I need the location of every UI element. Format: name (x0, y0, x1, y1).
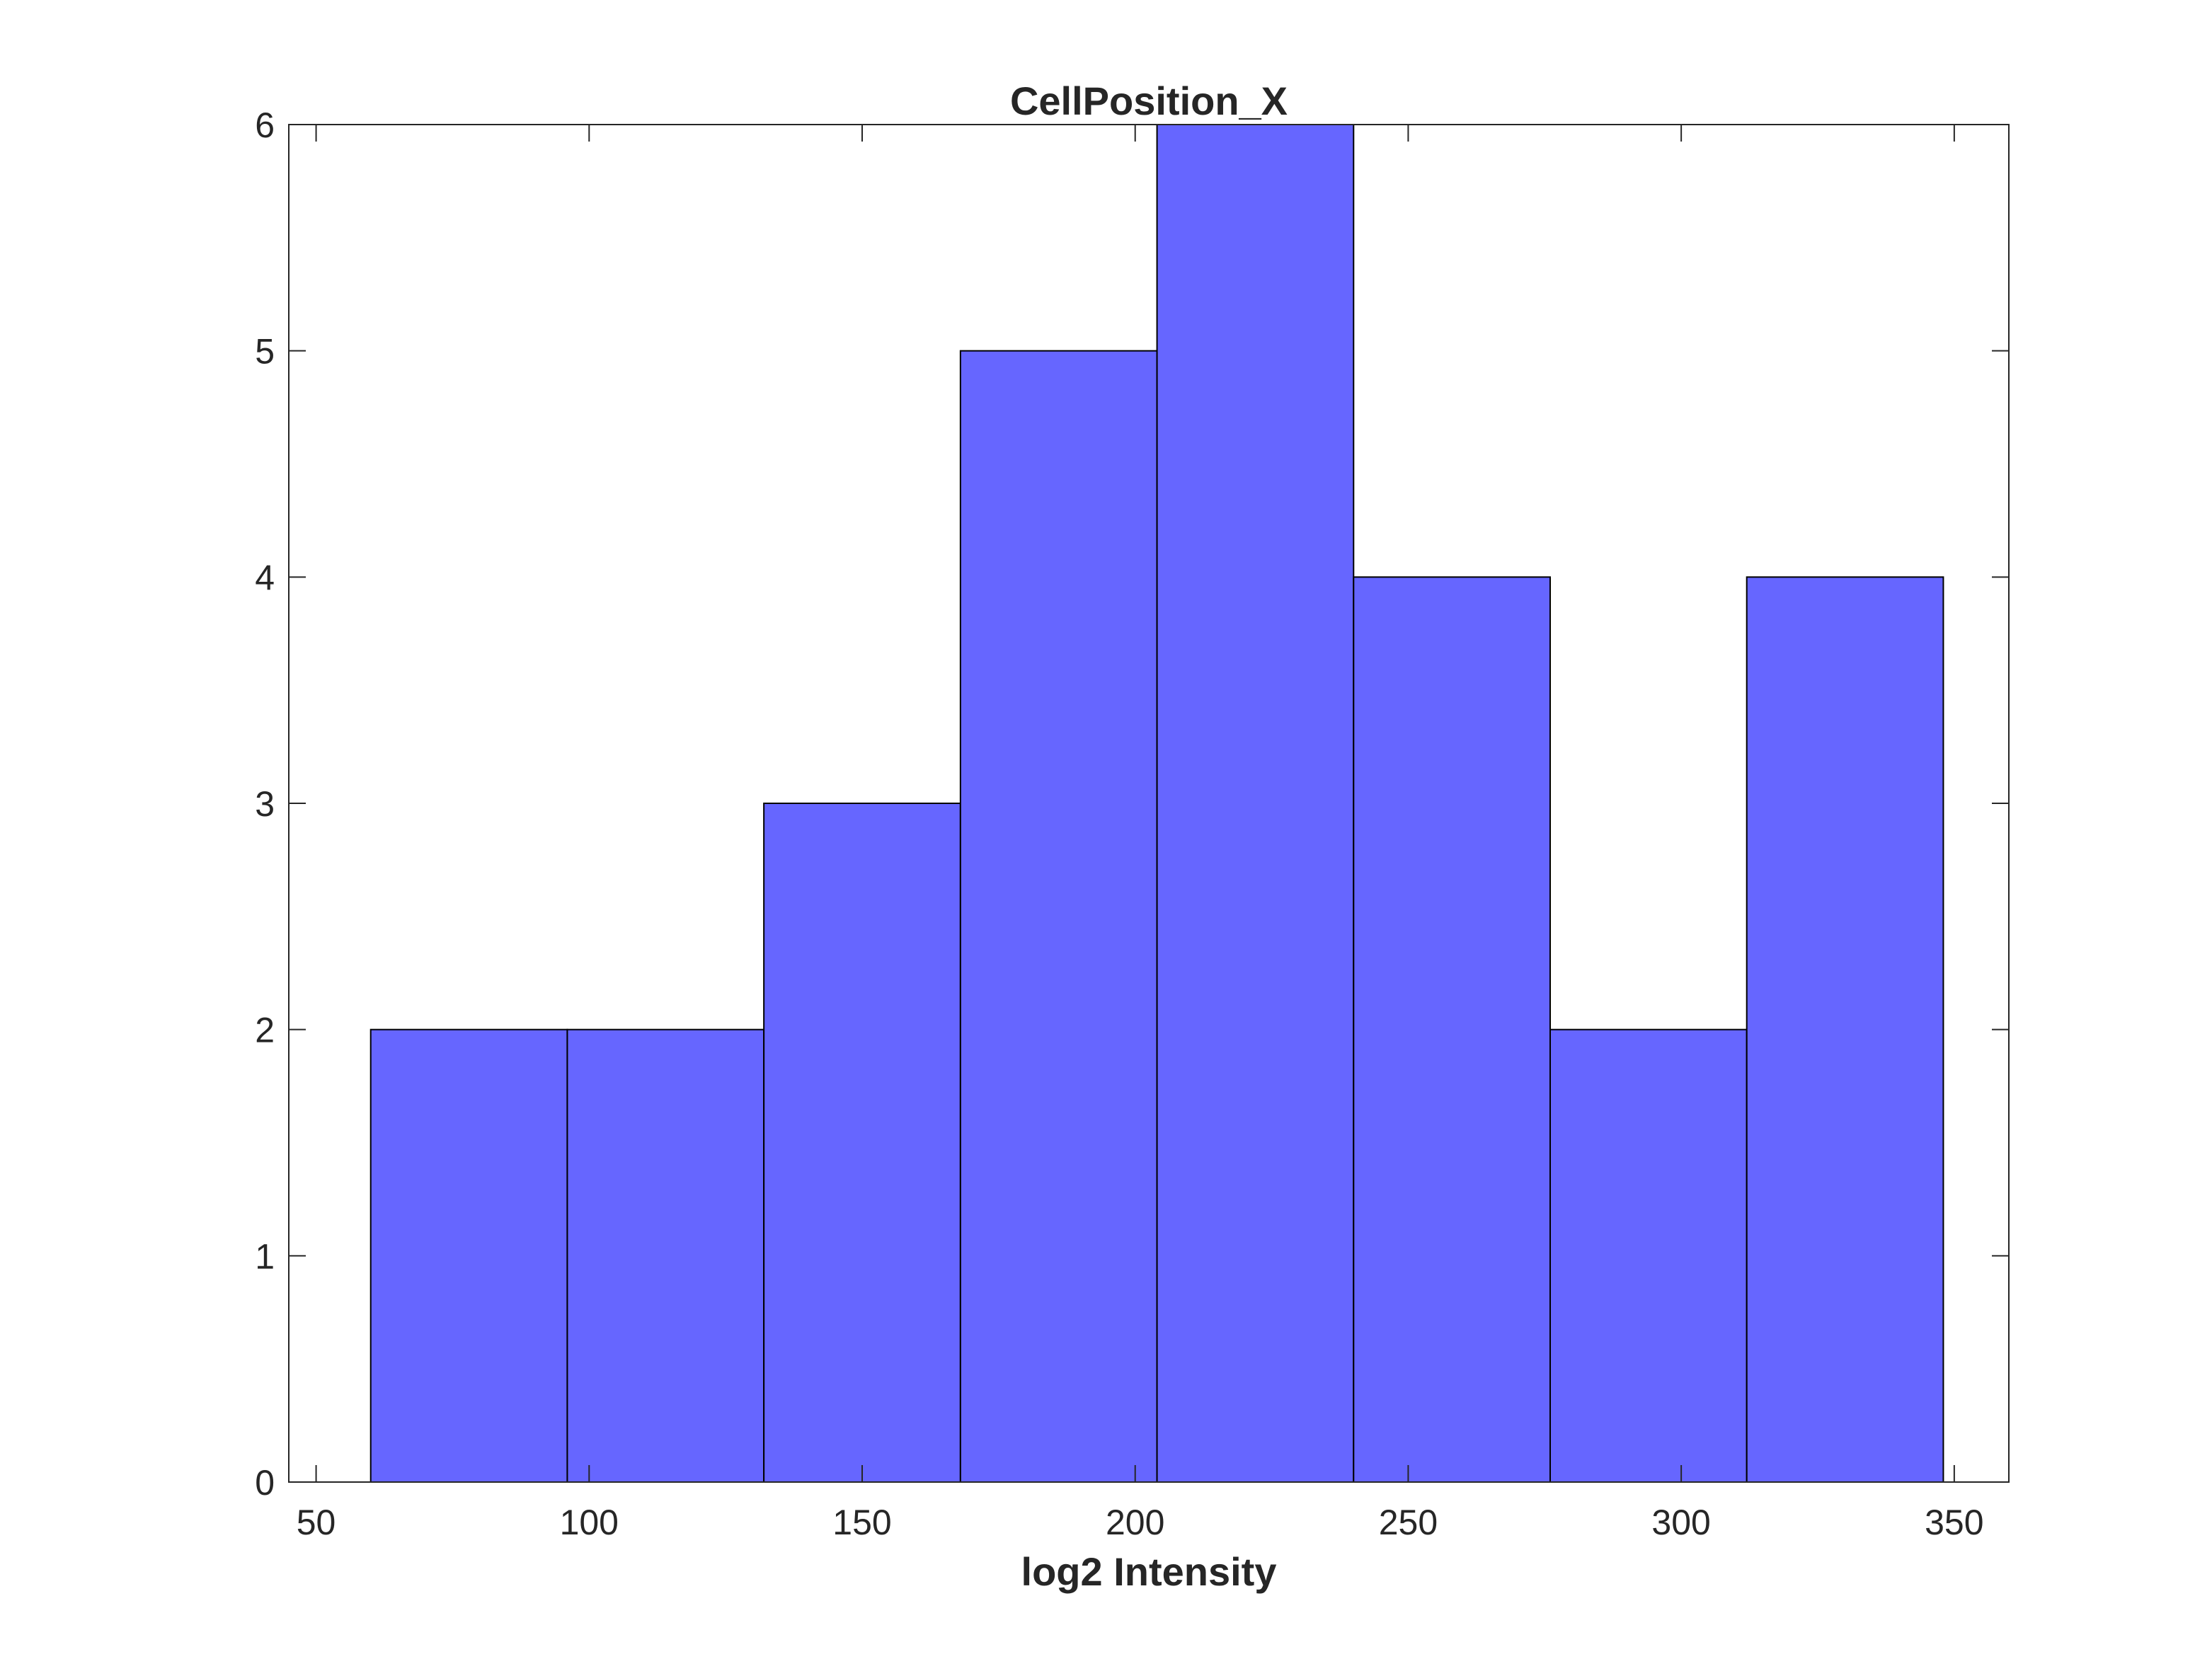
y-tick-label: 0 (255, 1463, 275, 1503)
y-axis-ticks: 0 1 2 3 4 5 6 (255, 105, 2009, 1503)
histogram-bar (959, 350, 1158, 1483)
histogram-bar (369, 1028, 568, 1483)
x-tick-label: 150 (832, 1503, 891, 1542)
y-tick-label: 6 (255, 105, 275, 145)
x-tick-label: 50 (297, 1503, 336, 1542)
x-axis-ticks: 50 100 150 200 250 300 350 (297, 125, 1984, 1542)
x-axis-label: log2 Intensity (1021, 1549, 1277, 1594)
x-tick-label: 300 (1651, 1503, 1710, 1542)
x-tick-label: 200 (1106, 1503, 1164, 1542)
histogram-bar (1156, 124, 1355, 1483)
y-tick-label: 4 (255, 558, 275, 597)
histogram-bar (566, 1028, 765, 1483)
x-tick-label: 350 (1925, 1503, 1983, 1542)
x-tick-label: 250 (1379, 1503, 1438, 1542)
histogram-bar (1549, 1028, 1748, 1483)
y-tick-label: 5 (255, 332, 275, 372)
histogram-bar (1353, 576, 1552, 1483)
chart-title: CellPosition_X (1010, 79, 1288, 123)
histogram-bar (763, 803, 961, 1483)
x-tick-label: 100 (560, 1503, 619, 1542)
histogram-bar (1746, 576, 1944, 1483)
y-tick-label: 3 (255, 784, 275, 824)
y-tick-label: 1 (255, 1236, 275, 1276)
y-tick-label: 2 (255, 1011, 275, 1050)
bars-group (369, 124, 1944, 1483)
